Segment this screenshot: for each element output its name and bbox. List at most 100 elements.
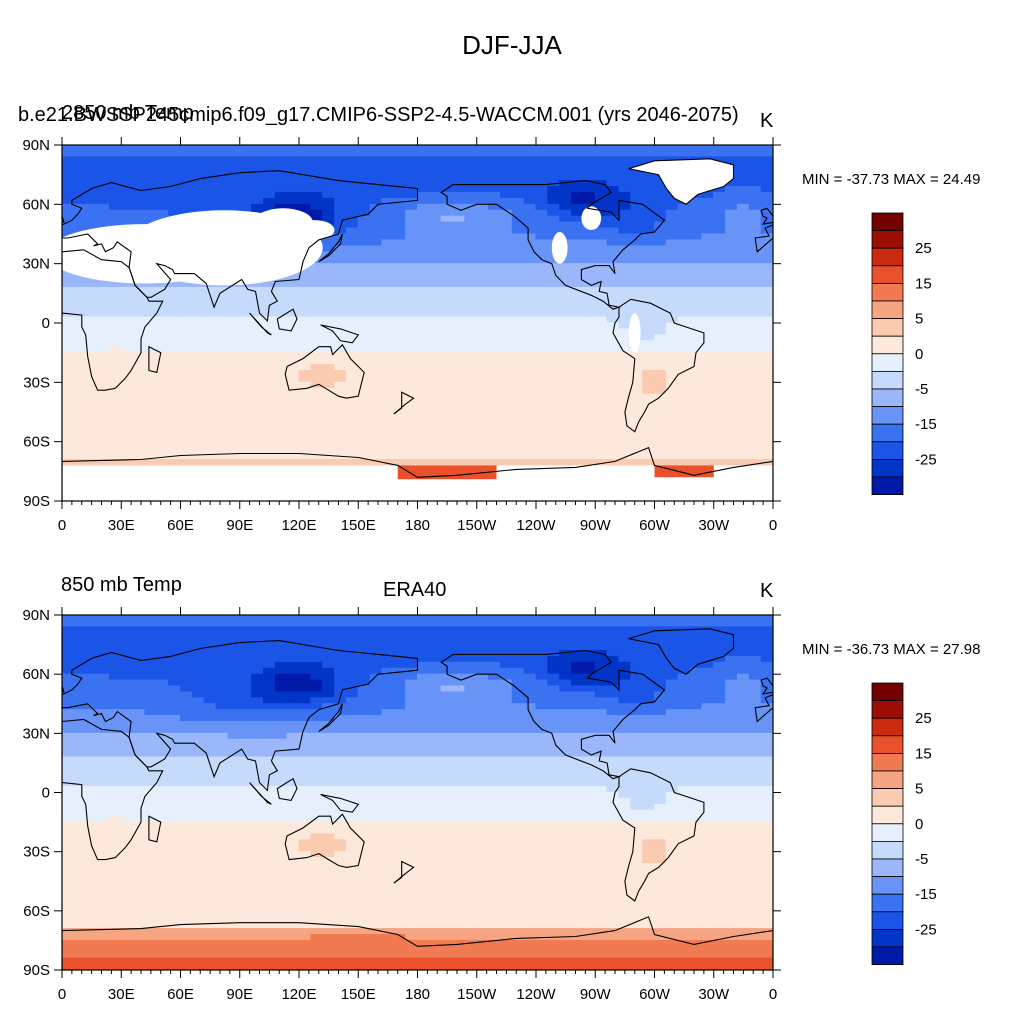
colorbar-label: 15	[915, 745, 932, 762]
colorbar-label: -15	[915, 886, 937, 903]
colorbar-swatch	[871, 911, 904, 930]
panel-top: 0 30E 60E 90E 120E 150E 180 150W 120W 90W 60W 30W 09…	[0, 137, 937, 534]
x-tick-label: 30W	[698, 517, 730, 534]
x-tick-label: 60W	[639, 986, 671, 1003]
y-tick-label: 90N	[22, 607, 50, 624]
colorbar-label: -5	[915, 381, 928, 398]
coastline-africa	[62, 249, 164, 391]
coastline-sumatra	[249, 782, 272, 805]
x-tick-label: 180	[405, 986, 430, 1003]
colorbar-swatch	[871, 370, 904, 390]
x-tick-label: 60E	[167, 517, 194, 534]
colorbar-swatch	[871, 212, 904, 232]
coastline-greenland	[0, 629, 23, 674]
y-tick-label: 90S	[23, 493, 50, 510]
colorbar-label: 5	[915, 311, 923, 328]
colorbar-swatch	[871, 247, 904, 267]
colorbar-label: -15	[915, 416, 937, 433]
panel-top-minmax: MIN = -37.73 MAX = 24.49	[802, 171, 981, 188]
colorbar-swatch	[871, 388, 904, 408]
colorbar-swatch	[871, 353, 904, 372]
colorbar-swatch	[871, 700, 904, 719]
coastline-sumatra	[249, 312, 272, 336]
colorbar-swatch	[871, 406, 904, 425]
y-tick-label: 30N	[22, 256, 50, 273]
coastline-africa	[62, 718, 164, 861]
colorbar-label: 15	[915, 275, 932, 292]
colorbar-swatch	[871, 423, 904, 443]
coastline-samerica	[612, 768, 705, 902]
colorbar-swatch	[871, 441, 904, 460]
x-tick-label: 30E	[108, 986, 135, 1003]
x-tick-label: 150W	[457, 517, 497, 534]
y-tick-label: 30S	[23, 844, 50, 861]
coastline-japan	[318, 703, 343, 732]
panel-bottom-minmax: MIN = -36.73 MAX = 27.98	[802, 641, 981, 658]
y-tick-label: 60S	[23, 903, 50, 920]
colorbar-swatch	[871, 841, 904, 860]
coastline-newguinea	[320, 324, 360, 344]
colorbar-label: -25	[915, 921, 937, 938]
colorbar-swatch	[871, 753, 904, 772]
colorbar-label: 25	[915, 710, 932, 727]
coastline-europe	[62, 640, 419, 792]
x-tick-label: 0	[58, 986, 66, 1003]
y-tick-label: 90S	[23, 962, 50, 979]
colorbar-swatch	[871, 458, 904, 478]
y-tick-label: 30S	[23, 374, 50, 391]
coastline-antarctica	[62, 446, 773, 501]
coastline-samerica	[612, 298, 705, 433]
highland-mask	[628, 313, 641, 353]
panel-bottom-case-title: ERA40	[383, 579, 447, 601]
x-tick-label: 90W	[580, 986, 612, 1003]
panel-bottom-left-title: 850 mb Temp	[61, 574, 182, 596]
y-tick-label: 60S	[23, 434, 50, 451]
colorbar-swatch	[871, 770, 904, 790]
colorbar-label: -5	[915, 851, 928, 868]
coastline-europe	[62, 170, 419, 323]
colorbar-swatch	[871, 946, 904, 966]
x-tick-label: 90E	[226, 986, 253, 1003]
highland-mask	[295, 220, 335, 240]
colorbar-swatch	[871, 265, 904, 284]
colorbar-swatch	[871, 876, 904, 895]
coastline-madagascar	[148, 345, 162, 374]
coastline-namerica	[440, 180, 666, 310]
x-tick-label: 90E	[226, 517, 253, 534]
y-tick-label: 60N	[22, 196, 50, 213]
colorbar-swatch	[871, 682, 904, 702]
colorbar-swatch	[871, 335, 904, 355]
colorbar-swatch	[871, 300, 904, 320]
main-title: DJF-JJA	[462, 30, 562, 60]
coastline-australia	[284, 343, 365, 399]
coastline-greenland	[628, 628, 735, 675]
coastline-greenland	[0, 159, 23, 205]
x-tick-label: 0	[58, 517, 66, 534]
greenland-mask	[628, 158, 734, 205]
weddell-shelf	[654, 465, 714, 478]
coastline-australia	[284, 813, 365, 868]
x-tick-label: 0	[769, 517, 777, 534]
colorbar-swatch	[871, 805, 904, 825]
x-tick-label: 120W	[516, 986, 556, 1003]
colorbar-swatch	[871, 230, 904, 249]
x-tick-label: 150E	[341, 986, 376, 1003]
colorbar-swatch	[871, 858, 904, 878]
ross-shelf	[397, 465, 497, 480]
colorbar-swatch	[871, 717, 904, 737]
panel-bottom: 0 30E 60E 90E 120E 150E 180 150W 120W 90W 60W 30W 09…	[0, 607, 937, 1003]
x-tick-label: 60W	[639, 517, 671, 534]
x-tick-label: 150E	[341, 517, 376, 534]
y-tick-label: 0	[42, 315, 50, 332]
coastline-greenland	[628, 158, 735, 205]
panel-top-left-title: 2850 mb Temp	[62, 102, 194, 124]
colorbar-label: -25	[915, 451, 937, 468]
colorbar-swatch	[871, 318, 904, 337]
x-tick-label: 120E	[281, 517, 316, 534]
x-tick-label: 0	[769, 986, 777, 1003]
y-tick-label: 60N	[22, 666, 50, 683]
colorbar-swatch	[871, 735, 904, 754]
colorbar-label: 25	[915, 240, 932, 257]
x-tick-label: 120W	[516, 517, 556, 534]
x-tick-label: 60E	[167, 986, 194, 1003]
